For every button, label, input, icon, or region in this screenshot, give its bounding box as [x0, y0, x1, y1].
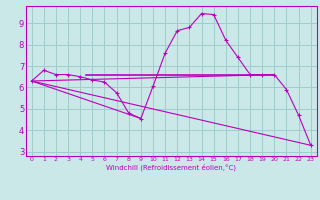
X-axis label: Windchill (Refroidissement éolien,°C): Windchill (Refroidissement éolien,°C): [106, 164, 236, 171]
